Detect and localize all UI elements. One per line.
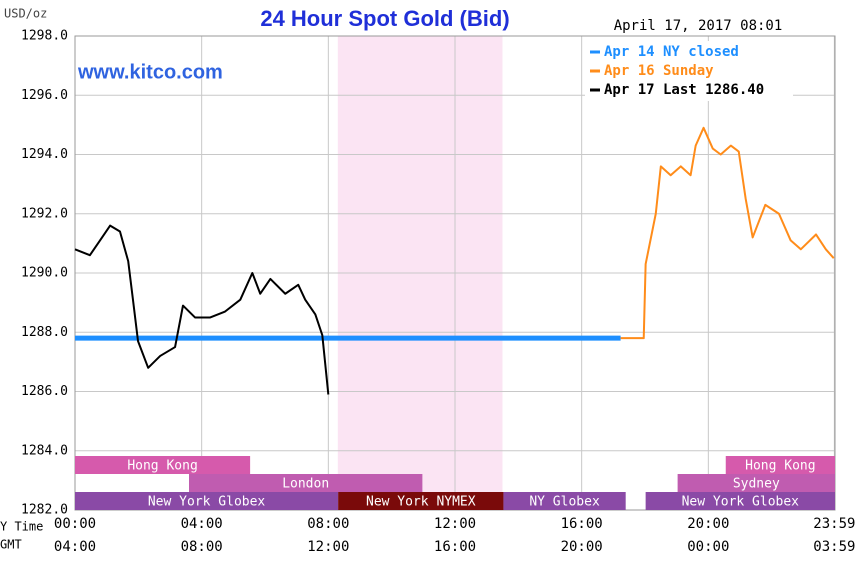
legend-box: [585, 41, 793, 101]
x2-tick-label: 12:00: [307, 539, 349, 555]
y-axis-label: USD/oz: [4, 7, 47, 21]
x-axis-label: Y Time: [0, 520, 43, 534]
x-tick-label: 00:00: [54, 516, 96, 532]
session-bar: [338, 492, 504, 510]
x2-tick-label: 20:00: [561, 539, 603, 555]
y-tick-label: 1298.0: [21, 29, 68, 44]
timestamp: April 17, 2017 08:01: [614, 18, 783, 34]
x-tick-label: 08:00: [307, 516, 349, 532]
x2-tick-label: 04:00: [54, 539, 96, 555]
y-tick-label: 1292.0: [21, 206, 68, 221]
x-tick-label: 20:00: [687, 516, 729, 532]
legend-label: Apr 14 NY closed: [604, 44, 739, 60]
y-tick-label: 1296.0: [21, 88, 68, 103]
y-tick-label: 1282.0: [21, 503, 68, 518]
session-bar: [75, 456, 251, 474]
session-label: Hong Kong: [127, 459, 197, 474]
x2-tick-label: 16:00: [434, 539, 476, 555]
plot: [74, 35, 836, 511]
watermark: www.kitco.com: [77, 61, 223, 83]
x2-tick-label: 08:00: [181, 539, 223, 555]
x-tick-label: 04:00: [181, 516, 223, 532]
x-tick-label: 23:59: [813, 516, 855, 532]
session-label: New York Globex: [148, 495, 266, 510]
session-label: Hong Kong: [745, 459, 815, 474]
series-line: [620, 126, 835, 340]
session-label: New York Globex: [682, 495, 800, 510]
y-tick-label: 1294.0: [21, 147, 68, 162]
legend-label: Apr 16 Sunday: [604, 63, 714, 79]
session-label: NY Globex: [529, 495, 600, 510]
x2-tick-label: 00:00: [687, 539, 729, 555]
x2-axis-label: GMT: [0, 538, 22, 552]
y-tick-label: 1290.0: [21, 266, 68, 281]
session-label: New York NYMEX: [366, 495, 476, 510]
y-tick-label: 1288.0: [21, 325, 68, 340]
chart-title: 24 Hour Spot Gold (Bid): [260, 6, 509, 31]
x-tick-label: 16:00: [561, 516, 603, 532]
y-tick-label: 1284.0: [21, 443, 68, 458]
session-bar: [503, 492, 626, 510]
session-bar: [677, 474, 835, 492]
series-line: [74, 224, 330, 395]
legend-label: Apr 17 Last 1286.40: [604, 82, 764, 98]
session-bar: [645, 492, 835, 510]
session-bar: [725, 456, 835, 474]
session-label: Sydney: [733, 477, 780, 492]
y-tick-label: 1286.0: [21, 384, 68, 399]
x-tick-label: 12:00: [434, 516, 476, 532]
session-bar: [75, 492, 339, 510]
x2-tick-label: 03:59: [813, 539, 855, 555]
session-label: London: [282, 477, 329, 492]
session-bar: [189, 474, 423, 492]
